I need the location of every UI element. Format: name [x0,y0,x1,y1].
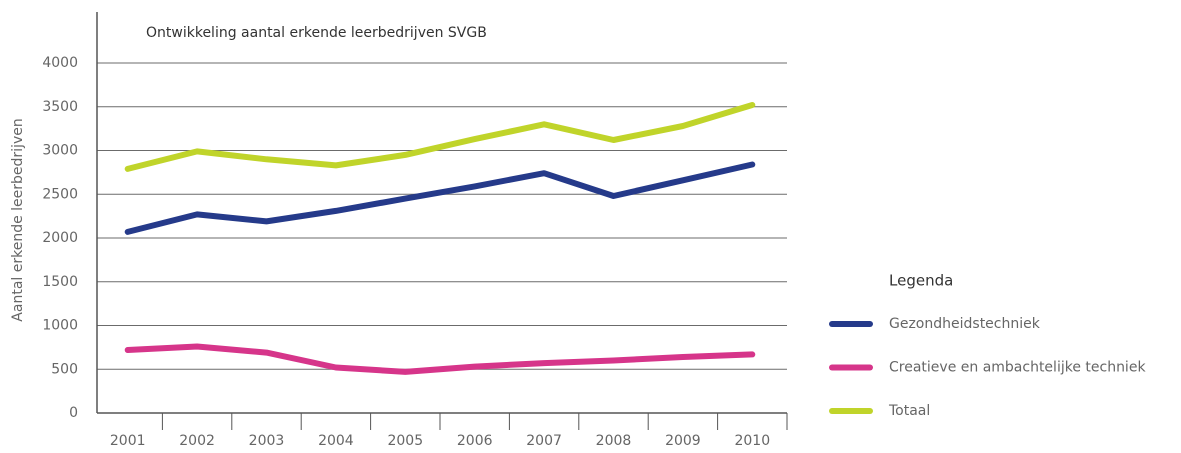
x-tick-label: 2010 [734,433,770,449]
y-tick-label: 3000 [42,143,78,159]
x-tick-label: 2001 [110,433,146,449]
legend-title: Legenda [889,272,953,290]
x-tick-label: 2006 [457,433,493,449]
x-tick-label: 2008 [596,433,632,449]
y-tick-label: 3500 [42,99,78,115]
x-tick-label: 2002 [179,433,215,449]
y-tick-label: 1500 [42,274,78,290]
series-line [124,102,756,172]
legend-label: Gezondheidstechniek [889,316,1041,332]
y-tick-label: 0 [69,405,78,421]
x-tick-label: 2005 [387,433,423,449]
x-tick-label: 2009 [665,433,701,449]
x-tick-label: 2004 [318,433,354,449]
y-axis-label: Aantal erkende leerbedrijven [10,118,26,321]
x-tick-label: 2003 [249,433,285,449]
x-tick-label: 2007 [526,433,562,449]
y-tick-label: 2000 [42,230,78,246]
y-tick-label: 4000 [42,55,78,71]
legend-label: Totaal [888,403,930,419]
y-tick-label: 2500 [42,186,78,202]
series-line [124,343,756,375]
legend-label: Creatieve en ambachtelijke techniek [889,360,1146,376]
y-tick-label: 500 [51,361,78,377]
y-tick-label: 1000 [42,318,78,334]
chart-title: Ontwikkeling aantal erkende leerbedrijve… [146,25,487,41]
series-line [124,161,756,235]
